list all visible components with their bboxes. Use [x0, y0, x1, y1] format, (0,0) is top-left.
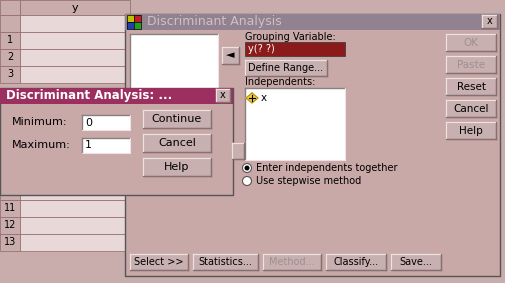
Text: Maximum:: Maximum:: [12, 140, 71, 150]
Bar: [245, 60, 327, 76]
Text: 10: 10: [4, 186, 16, 196]
Bar: [216, 89, 230, 102]
Text: ◄: ◄: [226, 50, 235, 61]
Bar: [0, 234, 20, 251]
Bar: [482, 15, 497, 28]
Bar: [143, 158, 211, 176]
Bar: [20, 49, 130, 66]
Text: Save...: Save...: [399, 257, 432, 267]
Bar: [130, 34, 218, 89]
Text: 1: 1: [7, 35, 13, 45]
Bar: [0, 217, 20, 234]
Text: Paste: Paste: [457, 59, 485, 70]
Bar: [20, 234, 130, 251]
Text: 0: 0: [85, 117, 92, 128]
Text: Method...: Method...: [269, 257, 315, 267]
Bar: [0, 200, 20, 217]
Bar: [127, 15, 141, 29]
Text: Discriminant Analysis: ...: Discriminant Analysis: ...: [6, 89, 172, 102]
Bar: [193, 254, 258, 270]
Bar: [143, 110, 211, 128]
Bar: [232, 143, 244, 159]
Text: Independents:: Independents:: [245, 77, 316, 87]
Bar: [0, 49, 20, 66]
Bar: [125, 14, 500, 276]
Text: Cancel: Cancel: [453, 104, 489, 113]
Text: Minimum:: Minimum:: [12, 117, 68, 127]
Text: Define Range...: Define Range...: [248, 63, 324, 73]
Text: 3: 3: [7, 69, 13, 79]
Circle shape: [242, 164, 251, 173]
Bar: [446, 122, 496, 139]
Bar: [20, 0, 130, 15]
Text: 12: 12: [4, 220, 16, 230]
Bar: [20, 217, 130, 234]
Text: x: x: [261, 93, 267, 103]
Text: Statistics...: Statistics...: [198, 257, 252, 267]
Text: Classify...: Classify...: [333, 257, 379, 267]
Text: x: x: [220, 91, 226, 100]
Text: 11: 11: [4, 203, 16, 213]
Text: y: y: [72, 3, 78, 13]
Bar: [0, 32, 20, 49]
Text: Grouping Variable:: Grouping Variable:: [245, 32, 336, 42]
Bar: [20, 66, 130, 83]
Bar: [245, 42, 345, 56]
Bar: [446, 56, 496, 73]
Bar: [134, 15, 141, 22]
Bar: [0, 88, 233, 195]
Bar: [20, 15, 130, 32]
Bar: [0, 66, 20, 83]
Text: Enter independents together: Enter independents together: [256, 163, 397, 173]
Bar: [446, 100, 496, 117]
Bar: [20, 183, 130, 200]
Text: y(? ?): y(? ?): [248, 44, 275, 54]
Bar: [143, 134, 211, 152]
Bar: [222, 47, 239, 64]
Text: 2: 2: [7, 52, 13, 62]
Text: x: x: [487, 16, 492, 27]
Text: 13: 13: [4, 237, 16, 247]
Bar: [127, 15, 134, 22]
Text: OK: OK: [464, 38, 479, 48]
Bar: [134, 22, 141, 29]
Text: Continue: Continue: [152, 114, 202, 124]
Bar: [82, 138, 130, 153]
Bar: [245, 88, 345, 160]
Bar: [127, 22, 134, 29]
Text: Discriminant Analysis: Discriminant Analysis: [147, 16, 282, 29]
Text: Use stepwise method: Use stepwise method: [256, 176, 361, 186]
Bar: [326, 254, 386, 270]
Bar: [130, 254, 188, 270]
Text: 1: 1: [85, 140, 92, 151]
Text: Cancel: Cancel: [158, 138, 196, 148]
Bar: [0, 183, 20, 200]
Circle shape: [244, 166, 249, 170]
Bar: [446, 78, 496, 95]
Bar: [391, 254, 441, 270]
Text: Select >>: Select >>: [134, 257, 184, 267]
Text: Help: Help: [164, 162, 190, 172]
Bar: [263, 254, 321, 270]
Bar: [446, 34, 496, 51]
Text: Reset: Reset: [457, 82, 485, 91]
Bar: [125, 14, 500, 30]
Polygon shape: [246, 93, 258, 103]
Bar: [20, 32, 130, 49]
Bar: [20, 200, 130, 217]
Circle shape: [242, 177, 251, 185]
Bar: [82, 115, 130, 130]
Bar: [0, 0, 20, 15]
Text: Help: Help: [459, 125, 483, 136]
Bar: [0, 88, 233, 104]
Bar: [0, 15, 20, 32]
